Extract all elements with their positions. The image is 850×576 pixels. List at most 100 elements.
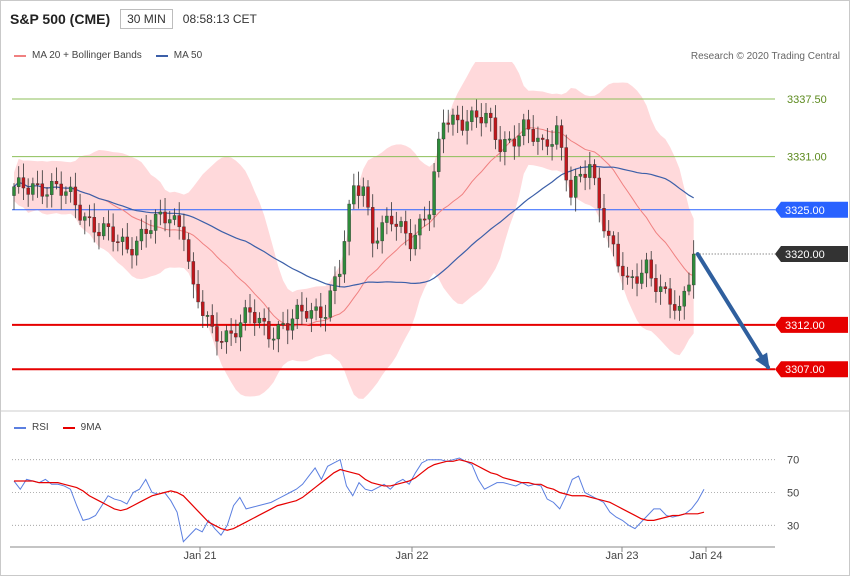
candle-body	[550, 144, 554, 147]
candle	[526, 109, 531, 144]
candle	[290, 309, 295, 340]
projection-arrow	[695, 252, 770, 370]
candle-body	[361, 186, 365, 196]
candle-body	[196, 283, 200, 303]
chart-header: S&P 500 (CME) 30 MIN 08:58:13 CET	[10, 8, 257, 30]
candle-body	[59, 183, 63, 196]
candle	[144, 214, 148, 248]
candle	[644, 252, 649, 288]
candle	[45, 187, 49, 208]
candle	[149, 219, 153, 239]
candle	[545, 127, 550, 156]
candle	[413, 224, 417, 256]
candle-body	[394, 223, 399, 227]
candle	[371, 194, 375, 258]
candle	[517, 123, 521, 157]
candle-body	[451, 114, 455, 125]
price-tag-box	[775, 246, 848, 263]
candle	[630, 269, 635, 289]
candle	[385, 207, 389, 235]
candle	[182, 213, 186, 252]
candle	[654, 264, 658, 303]
candle	[592, 159, 597, 186]
candle-body	[168, 219, 172, 224]
candle	[668, 278, 672, 319]
candle-body	[489, 112, 493, 118]
candle-body	[573, 176, 578, 198]
candle-body	[219, 341, 224, 343]
candle-body	[337, 273, 342, 277]
candle	[422, 206, 427, 227]
timeframe-badge[interactable]: 30 MIN	[120, 9, 173, 29]
candle-body	[408, 232, 413, 250]
candle	[540, 134, 545, 151]
candle	[635, 263, 639, 297]
candle-body	[139, 228, 144, 242]
candle-body	[465, 121, 469, 131]
candle-body	[87, 216, 92, 219]
rsi-ma-line	[14, 459, 705, 531]
candle	[54, 167, 59, 190]
candle	[337, 259, 342, 288]
candle-body	[437, 138, 441, 172]
candle	[389, 202, 394, 232]
price-tag-3337-50: 3337.50	[787, 94, 827, 106]
candle-body	[677, 305, 682, 311]
candle	[682, 286, 686, 320]
candle	[503, 131, 507, 166]
candle-body	[172, 215, 177, 220]
candle	[139, 218, 144, 250]
candle	[658, 274, 663, 305]
legend-swatch-rsi-ma	[62, 426, 75, 429]
candle	[583, 160, 587, 191]
candle	[191, 252, 196, 299]
candle-body	[130, 249, 134, 256]
candle-body	[356, 185, 361, 196]
candle	[87, 204, 92, 227]
candle-body	[380, 222, 384, 242]
candle-body	[531, 129, 535, 142]
candle-body	[286, 323, 290, 331]
candle-body	[578, 173, 583, 177]
candle	[465, 109, 469, 145]
candle-body	[658, 286, 663, 292]
candle	[106, 210, 111, 241]
candle	[611, 231, 616, 257]
candle	[621, 252, 625, 291]
candle-body	[602, 208, 606, 232]
candle-body	[68, 186, 73, 192]
candle	[578, 165, 583, 183]
candle-body	[352, 185, 356, 205]
candle	[219, 331, 224, 350]
x-axis-label: Jan 22	[395, 550, 428, 562]
candle-body	[295, 304, 299, 320]
bollinger-band	[14, 62, 694, 399]
candle-body	[257, 317, 262, 324]
candle-body	[517, 135, 521, 147]
candle-body	[120, 236, 125, 242]
candle	[35, 170, 40, 198]
candle-body	[635, 276, 639, 284]
candle	[186, 233, 191, 270]
candle	[286, 309, 290, 345]
candle	[691, 240, 696, 299]
candle-body	[654, 278, 658, 292]
candle-body	[375, 240, 380, 244]
rsi-tick-label: 50	[787, 488, 799, 500]
candle-body	[101, 223, 106, 237]
candle	[479, 103, 483, 137]
candle	[210, 304, 214, 334]
price-tag-3325-00: 3325.00	[775, 201, 848, 218]
candle	[177, 202, 181, 240]
legend-swatch-rsi	[14, 426, 26, 429]
candle-body	[111, 226, 115, 242]
candle-body	[276, 324, 281, 340]
candle-body	[621, 265, 625, 277]
price-tag-3307-00: 3307.00	[775, 361, 848, 378]
candle	[616, 232, 620, 273]
candle-body	[446, 122, 450, 125]
candle	[253, 299, 257, 336]
projection-arrowhead	[755, 352, 770, 370]
candle-body	[267, 321, 271, 340]
candle-body	[304, 311, 309, 319]
